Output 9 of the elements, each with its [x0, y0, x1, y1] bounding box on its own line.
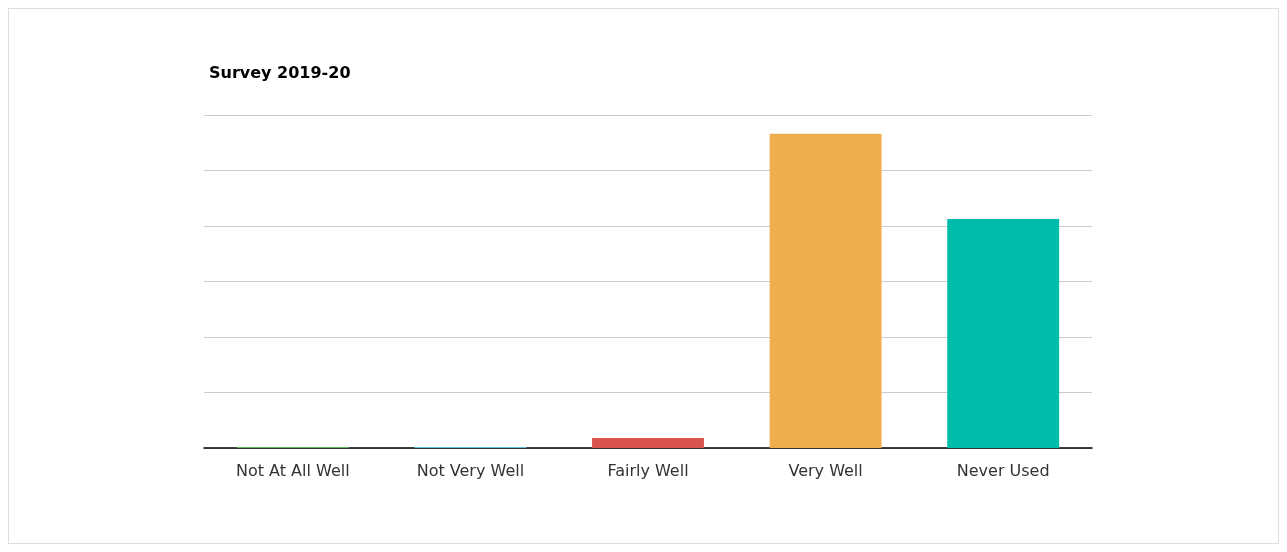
bar — [947, 218, 1060, 448]
x-tick-label: Very Well — [788, 460, 863, 480]
bar — [592, 437, 704, 448]
x-tick-label: Fairly Well — [607, 460, 689, 480]
chart-title: Survey 2019-20 — [209, 62, 351, 82]
x-tick-label: Never Used — [956, 460, 1050, 480]
x-tick-label: Not At All Well — [235, 460, 350, 480]
bar — [769, 133, 882, 448]
x-tick-label: Not Very Well — [416, 460, 525, 480]
